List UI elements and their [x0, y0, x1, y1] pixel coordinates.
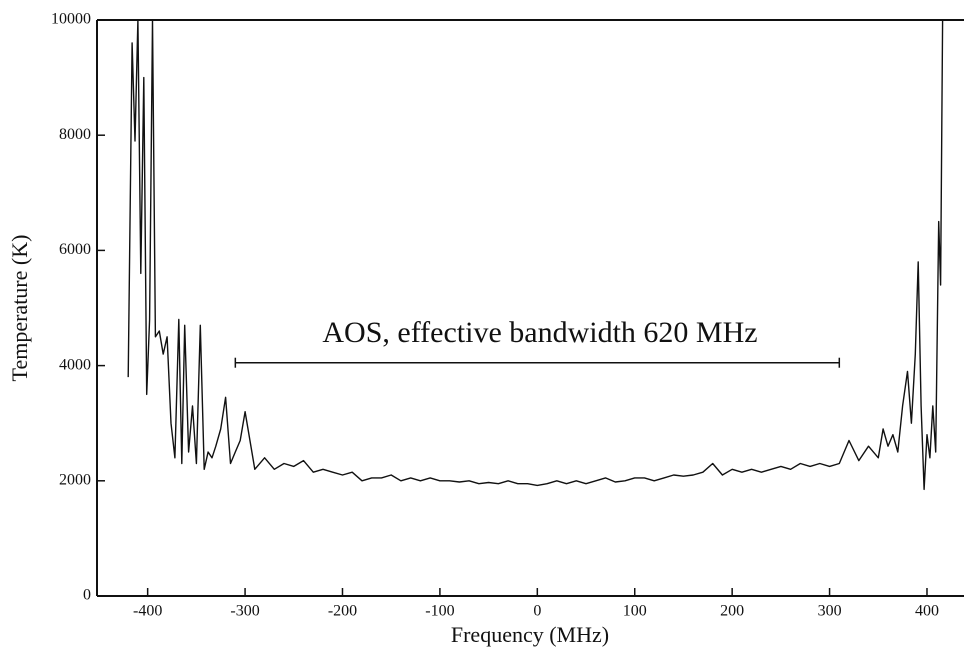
x-tick-label: -100	[425, 603, 454, 620]
x-axis-title: Frequency (MHz)	[451, 622, 609, 647]
x-tick-label: 200	[720, 603, 744, 620]
y-tick-label: 2000	[59, 471, 91, 488]
x-tick-label: -300	[230, 603, 259, 620]
x-tick-label: 100	[623, 603, 647, 620]
y-tick-label: 6000	[59, 241, 91, 258]
y-tick-label: 8000	[59, 126, 91, 143]
y-tick-label: 0	[83, 587, 91, 604]
x-tick-label: -200	[328, 603, 357, 620]
x-tick-label: 400	[915, 603, 939, 620]
x-tick-label: 0	[533, 603, 541, 620]
y-tick-label: 10000	[51, 11, 91, 28]
data-line	[127, 19, 944, 491]
y-axis-title: Temperature (K)	[7, 235, 32, 382]
y-tick-label: 4000	[59, 356, 91, 373]
annotation: AOS, effective bandwidth 620 MHz	[322, 316, 757, 349]
x-tick-label: -400	[133, 603, 162, 620]
x-tick-label: 300	[818, 603, 842, 620]
